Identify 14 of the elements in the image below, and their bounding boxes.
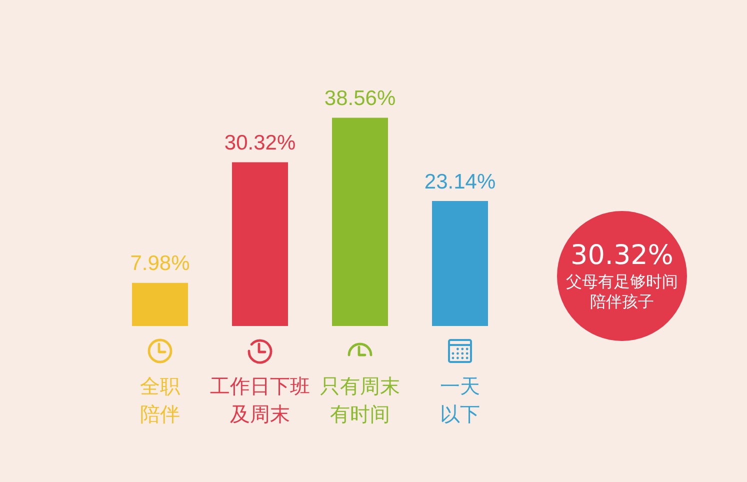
data-label: 7.98% xyxy=(130,252,190,276)
bar xyxy=(432,201,488,326)
text: 30.32% xyxy=(570,240,674,272)
data-label: 30.32% xyxy=(224,132,296,155)
x-tick-label: 工作日下班及周末 xyxy=(210,374,310,426)
data-label: 38.56% xyxy=(324,87,396,110)
x-tick-label: 一天以下 xyxy=(440,374,480,426)
bar xyxy=(332,118,388,326)
bar xyxy=(132,282,188,326)
x-tick-label: 只有周末有时间 xyxy=(320,374,400,426)
bar xyxy=(232,162,288,326)
x-tick-label: 全职陪伴 xyxy=(140,374,180,426)
data-label: 23.14% xyxy=(424,170,496,194)
text: 父母有足够时间陪伴孩子 xyxy=(564,272,679,312)
